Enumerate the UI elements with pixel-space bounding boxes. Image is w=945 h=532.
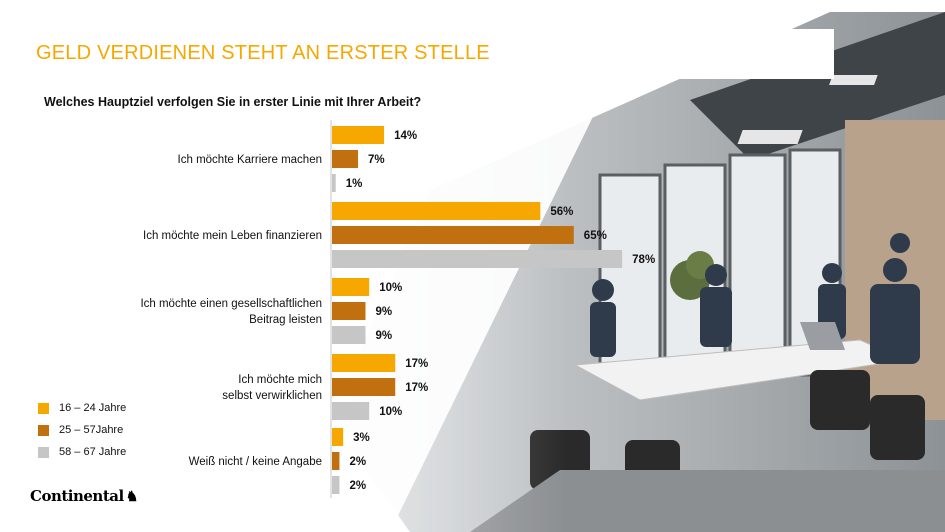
bar	[332, 428, 344, 446]
category-label: Ich möchte Karriere machen	[178, 154, 322, 166]
bar	[332, 302, 366, 320]
data-label: 7%	[368, 154, 385, 166]
data-label: 3%	[353, 432, 370, 444]
bar	[332, 354, 396, 372]
bar	[332, 226, 574, 244]
bar	[332, 126, 385, 144]
category-label: Weiß nicht / keine Angabe	[189, 456, 322, 468]
legend-label: 25 – 57Jahre	[59, 424, 124, 436]
legend-label: 58 – 67 Jahre	[59, 446, 127, 458]
data-label: 78%	[632, 254, 655, 266]
bar	[332, 326, 366, 344]
page-title: GELD VERDIENEN STEHT AN ERSTER STELLE	[36, 42, 490, 64]
bar	[332, 150, 359, 168]
data-label: 14%	[394, 130, 417, 142]
bar	[332, 378, 396, 396]
data-label: 17%	[405, 358, 428, 370]
logo-text: Continental	[30, 487, 124, 505]
category-label: Beitrag leisten	[249, 314, 322, 326]
bar	[332, 452, 340, 470]
data-label: 56%	[550, 206, 573, 218]
continental-logo: Continental ♞	[30, 487, 138, 505]
legend-swatch	[38, 424, 49, 436]
data-label: 17%	[405, 382, 428, 394]
bar	[332, 174, 336, 192]
legend-item: 58 – 67 Jahre	[38, 441, 126, 463]
legend: 16 – 24 Jahre 25 – 57Jahre 58 – 67 Jahre	[38, 397, 126, 463]
data-label: 10%	[379, 282, 402, 294]
legend-swatch	[38, 402, 49, 414]
category-label: Ich möchte einen gesellschaftlichen	[140, 298, 322, 310]
bar	[332, 402, 370, 420]
category-label: Ich möchte mein Leben finanzieren	[143, 230, 322, 242]
legend-item: 25 – 57Jahre	[38, 419, 126, 441]
data-label: 65%	[584, 230, 607, 242]
data-label: 2%	[349, 456, 366, 468]
bar	[332, 250, 623, 268]
legend-label: 16 – 24 Jahre	[59, 402, 127, 414]
bar	[332, 202, 541, 220]
data-label: 2%	[349, 480, 366, 492]
title-bar	[14, 29, 834, 79]
horse-icon: ♞	[125, 489, 139, 505]
category-label: selbst verwirklichen	[222, 390, 322, 402]
data-label: 9%	[375, 330, 392, 342]
chart-question: Welches Hauptziel verfolgen Sie in erste…	[44, 95, 422, 109]
bar	[332, 278, 370, 296]
category-label: Ich möchte mich	[238, 374, 322, 386]
data-label: 1%	[346, 178, 363, 190]
bar	[332, 476, 340, 494]
legend-swatch	[38, 446, 49, 458]
data-label: 9%	[375, 306, 392, 318]
legend-item: 16 – 24 Jahre	[38, 397, 126, 419]
data-label: 10%	[379, 406, 402, 418]
